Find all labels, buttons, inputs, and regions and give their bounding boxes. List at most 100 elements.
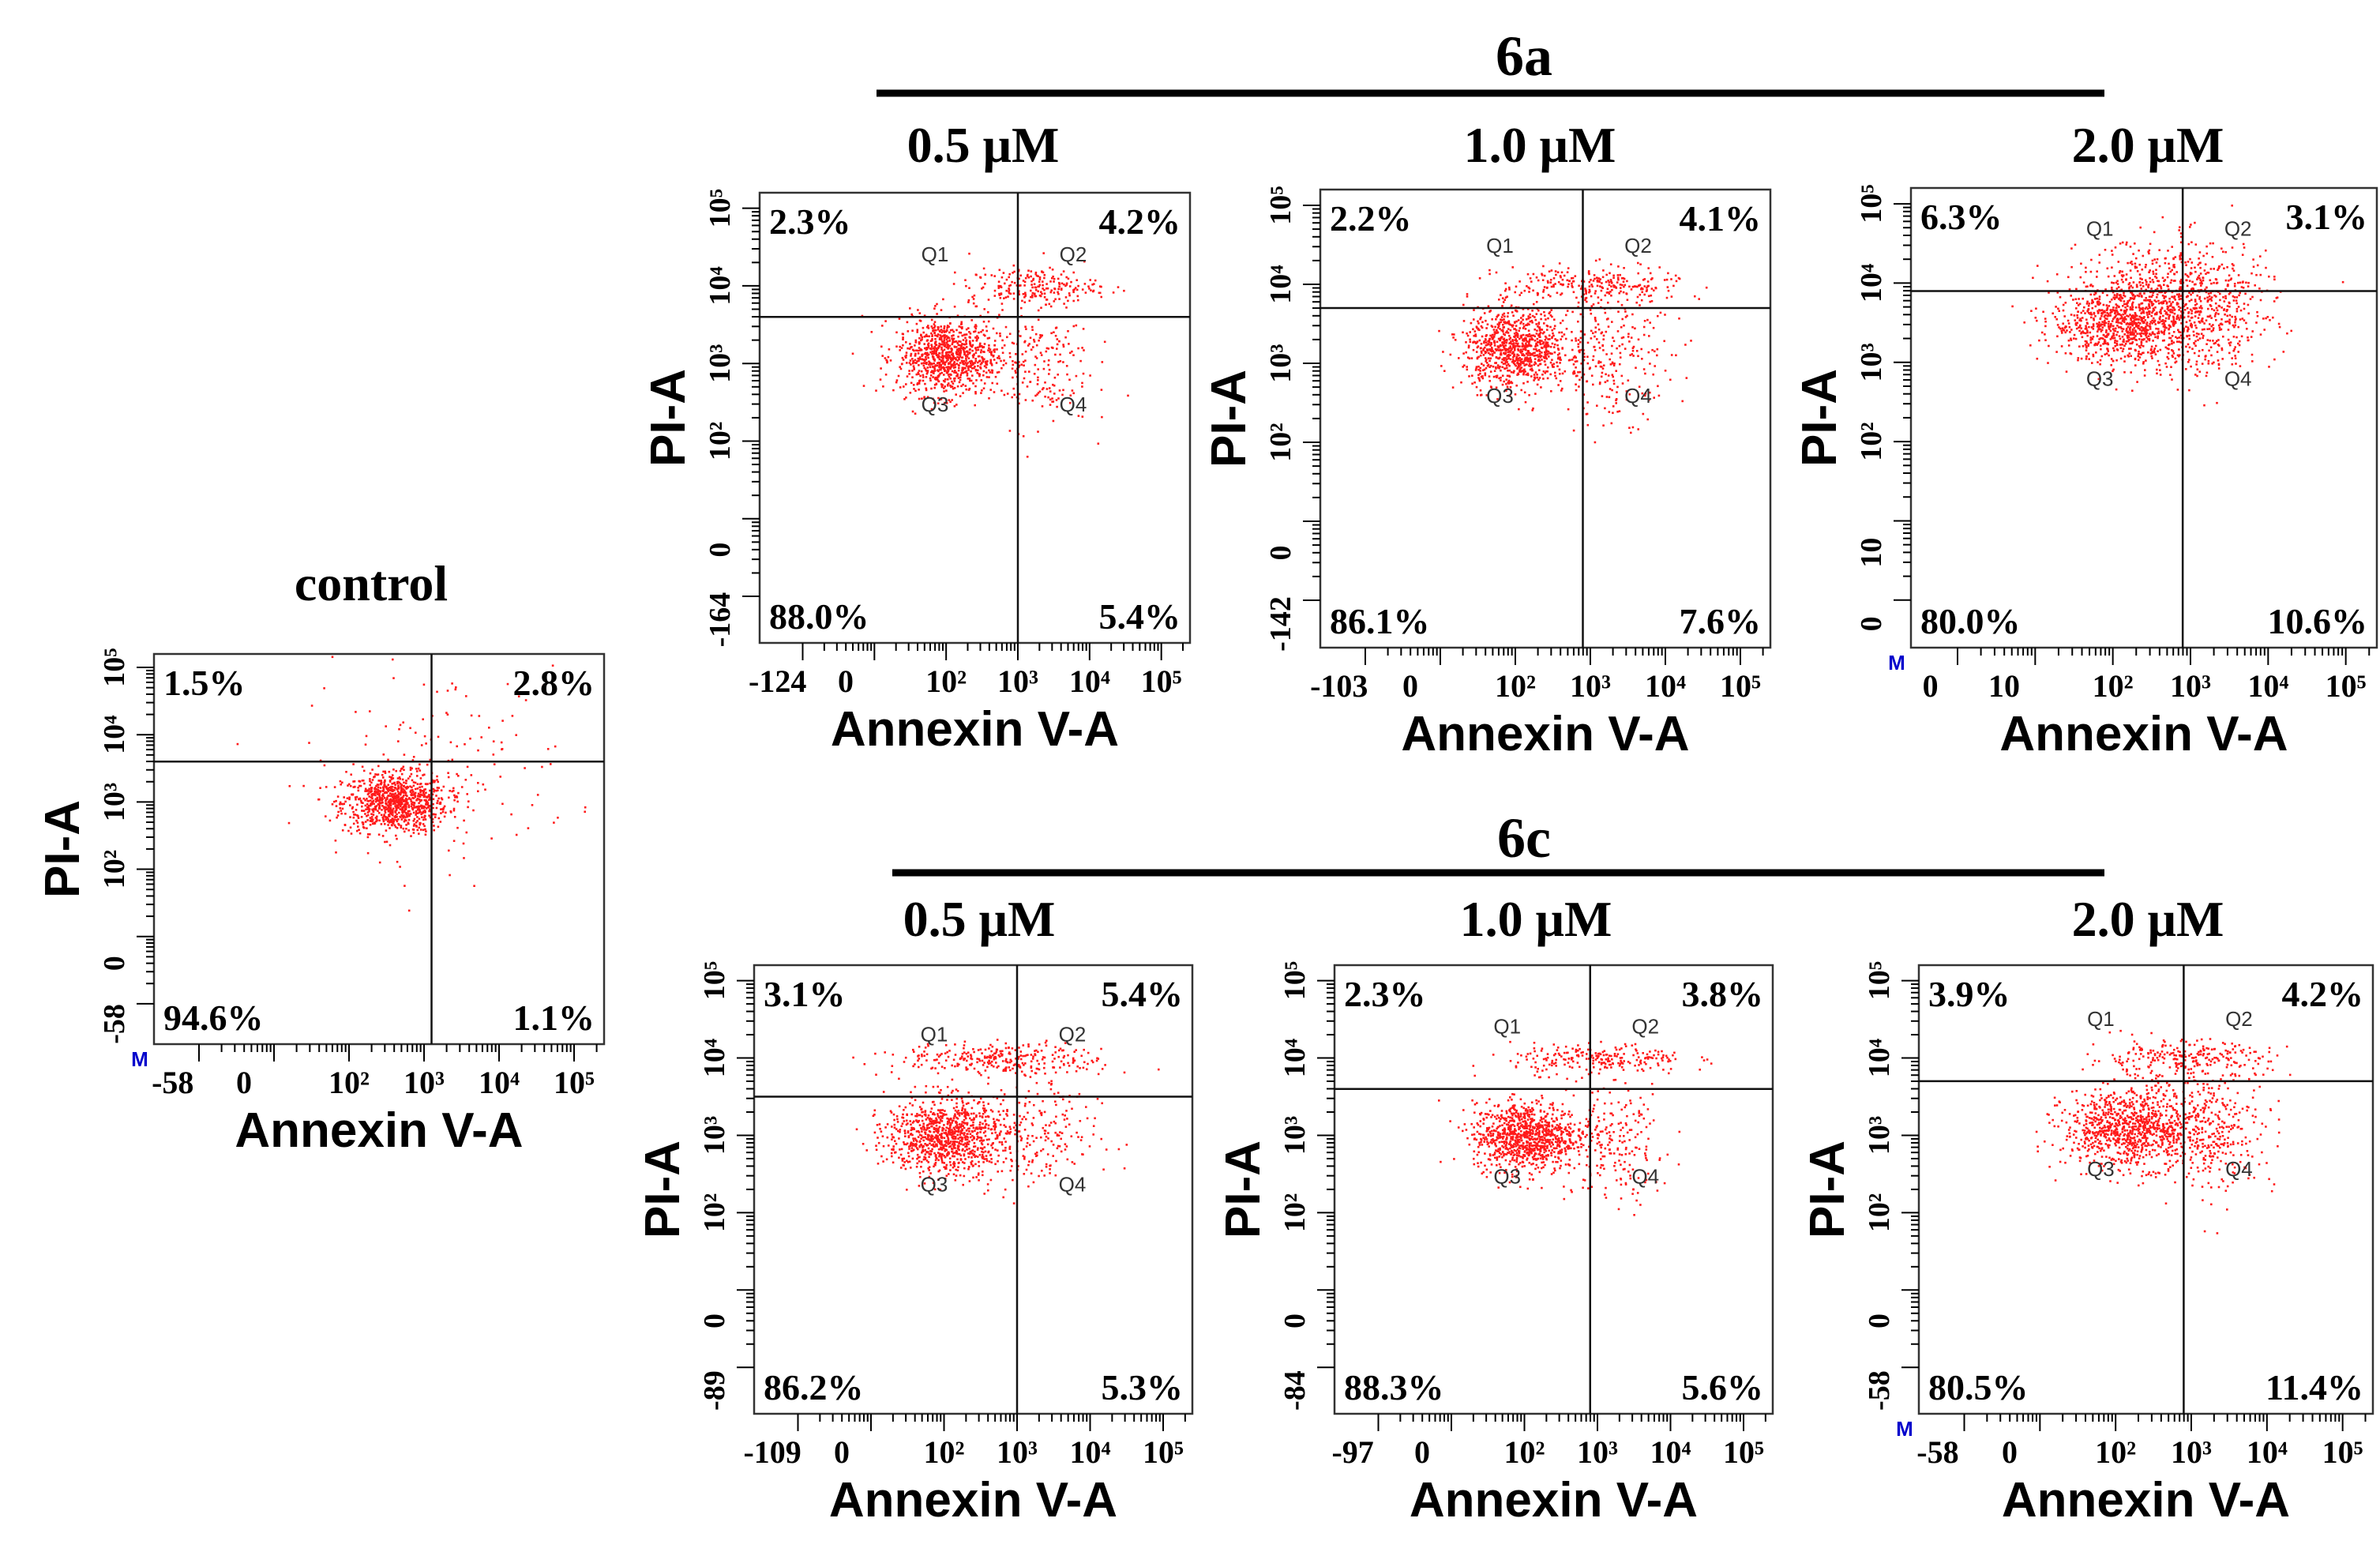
event-dot (2098, 298, 2101, 300)
event-dot (1485, 319, 1487, 322)
event-dot (473, 885, 475, 887)
event-dot (478, 715, 481, 717)
event-dot (424, 828, 426, 831)
event-dot (385, 799, 387, 802)
event-dot (926, 370, 929, 372)
event-dot (979, 366, 982, 369)
event-dot (1529, 351, 1531, 355)
event-dot (392, 795, 396, 798)
event-dot (1670, 354, 1673, 356)
event-dot (445, 712, 448, 714)
event-dot (400, 785, 403, 787)
event-dot (967, 353, 969, 355)
event-dot (392, 782, 395, 785)
event-dot (415, 799, 419, 801)
event-dot (1529, 357, 1531, 360)
x-tick-label: 10³ (1570, 668, 1611, 704)
event-dot (1070, 280, 1072, 284)
event-dot (939, 363, 942, 366)
event-dot (389, 779, 392, 782)
event-dot (977, 346, 979, 349)
event-dot (2088, 303, 2091, 305)
event-dot (1523, 368, 1526, 371)
event-dot (1476, 346, 1479, 349)
event-dot (1646, 280, 1650, 283)
event-dot (940, 383, 943, 385)
event-dot (1552, 334, 1555, 337)
event-dot (1579, 370, 1582, 374)
event-dot (1550, 285, 1553, 288)
event-dot (2171, 349, 2173, 351)
event-dot (2132, 317, 2134, 320)
event-dot (1604, 381, 1607, 384)
event-dot (1582, 359, 1586, 362)
event-dot (1060, 288, 1063, 291)
event-dot (1484, 372, 1487, 374)
event-dot (1685, 377, 1688, 379)
event-dot (1087, 285, 1090, 287)
event-dot (1556, 354, 1560, 356)
event-dot (1498, 321, 1500, 324)
event-dot (407, 777, 410, 780)
event-dot (384, 811, 387, 814)
event-dot (411, 796, 414, 799)
event-dot (2144, 307, 2146, 310)
event-dot (901, 333, 904, 335)
event-dot (1516, 353, 1518, 356)
event-dot (1514, 363, 1516, 366)
event-dot (1482, 349, 1485, 351)
event-dot (2129, 314, 2131, 316)
event-dot (423, 825, 426, 828)
event-dot (1520, 291, 1522, 295)
event-dot (1558, 331, 1560, 334)
event-dot (1483, 312, 1486, 314)
event-dot (1608, 281, 1611, 284)
event-dot (2156, 287, 2159, 290)
event-dot (1556, 365, 1559, 367)
plot-frame (152, 652, 606, 1046)
event-dot (404, 818, 407, 821)
event-dot (1609, 280, 1612, 282)
event-dot (1508, 395, 1511, 397)
event-dot (1630, 336, 1633, 339)
event-dot (1502, 338, 1505, 340)
event-dot (1495, 356, 1498, 359)
event-dot (951, 370, 954, 373)
event-dot (2096, 344, 2098, 346)
event-dot (2149, 325, 2152, 328)
event-dot (2144, 369, 2146, 371)
event-dot (399, 723, 402, 727)
event-dot (908, 373, 910, 375)
event-dot (1509, 345, 1511, 348)
event-dot (913, 368, 915, 370)
event-dot (382, 820, 385, 823)
event-dot (955, 351, 958, 355)
event-dot (2157, 328, 2160, 330)
y-tick-label: 10³ (98, 783, 131, 821)
event-dot (381, 789, 384, 792)
event-dot (395, 818, 398, 821)
event-dot (1635, 301, 1638, 304)
event-dot (1451, 386, 1455, 389)
event-dot (2195, 307, 2198, 310)
event-dot (1517, 349, 1520, 352)
event-dot (1040, 291, 1042, 293)
event-dot (953, 361, 955, 363)
event-dot (419, 799, 422, 802)
event-dot (1495, 367, 1497, 370)
event-dot (931, 350, 934, 353)
event-dot (2140, 344, 2143, 347)
event-dot (1664, 370, 1667, 372)
event-dot (2132, 314, 2134, 317)
event-dot (923, 336, 926, 338)
event-dot (364, 790, 366, 792)
event-dot (2080, 311, 2082, 314)
event-dot (415, 821, 418, 824)
event-dot (2073, 314, 2076, 317)
event-dot (961, 343, 963, 345)
event-dot (905, 354, 907, 357)
event-dot (423, 806, 426, 809)
event-dot (336, 814, 340, 817)
event-dot (2070, 265, 2073, 269)
